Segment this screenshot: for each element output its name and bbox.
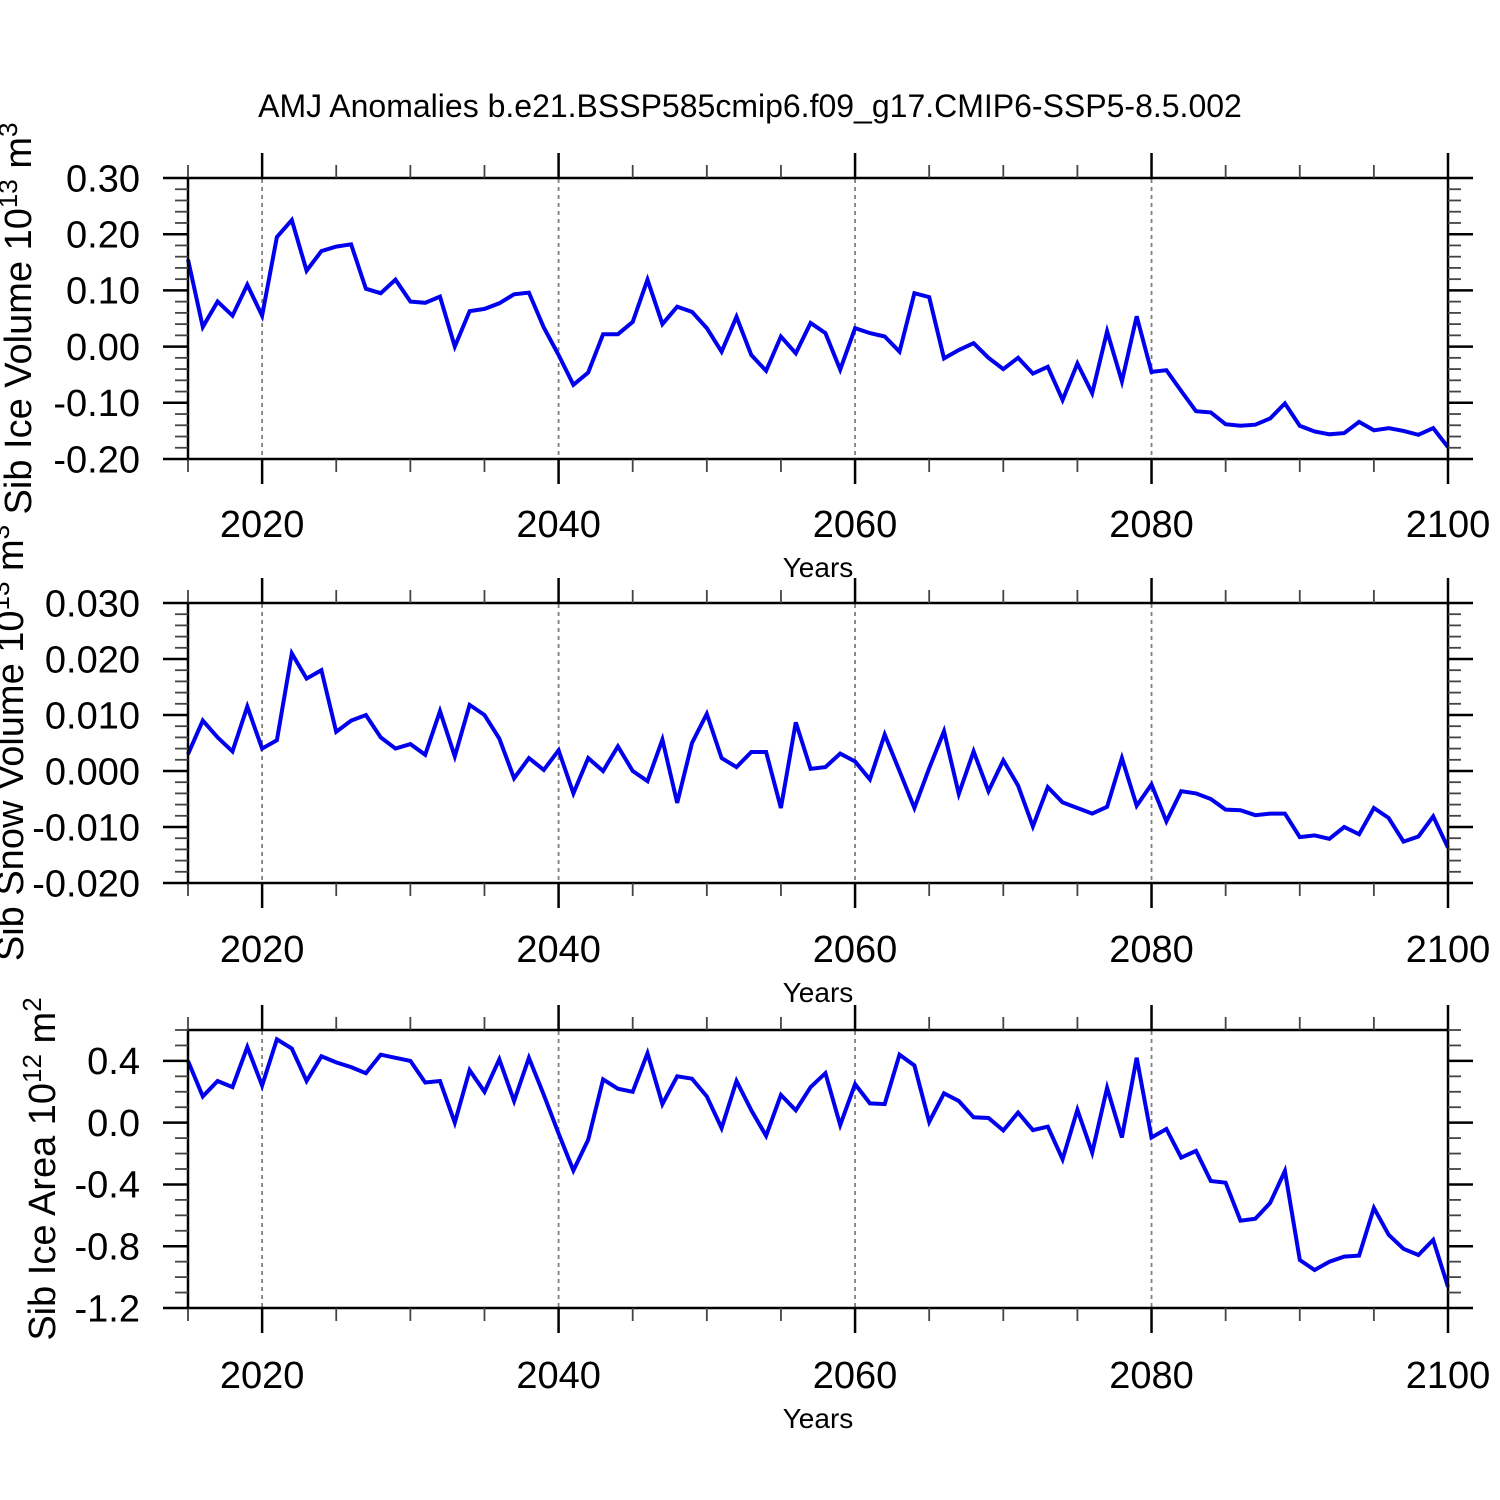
- sib-snow-volume-xtick-label: 2080: [1109, 929, 1194, 971]
- sib-ice-area-y-axis-ticks: [163, 1029, 1473, 1310]
- sib-ice-volume-frame: [186, 176, 1450, 461]
- sib-snow-volume-y-axis-ticks: [163, 601, 1473, 885]
- sib-ice-area-xtick-label: 2080: [1109, 1355, 1194, 1397]
- sib-ice-volume-xtick-label: 2060: [813, 504, 898, 546]
- sib-snow-volume-ytick-label: 0.000: [45, 751, 140, 793]
- sib-ice-area-xaxis-title: Years: [783, 1403, 854, 1434]
- sib-snow-volume-xtick-label: 2020: [220, 929, 305, 971]
- sib-ice-volume-ytick-label: 0.00: [66, 327, 140, 369]
- figure-title: AMJ Anomalies b.e21.BSSP585cmip6.f09_g17…: [258, 88, 1242, 124]
- sib-ice-volume-ytick-label: 0.10: [66, 271, 140, 313]
- sib-snow-volume-x-axis-ticks: [187, 578, 1450, 908]
- sib-ice-volume-ytick-label: -0.20: [53, 439, 140, 481]
- sib-ice-area-ytick-label: -0.4: [75, 1165, 140, 1207]
- sib-ice-volume-plot: 0.30 0.20 0.10 0.00 -0.10 -0.20 2020 2040 2060 20…: [0, 123, 1490, 583]
- sib-snow-volume-ytick-label: -0.010: [32, 807, 140, 849]
- sib-ice-volume-xtick-label: 2040: [516, 504, 601, 546]
- sib-ice-area-ytick-label: -0.8: [75, 1227, 140, 1269]
- sib-ice-area-line-series: [186, 1036, 1450, 1288]
- sib-ice-area-ytick-label: -1.2: [75, 1288, 140, 1330]
- sib-ice-volume-ytick-label: -0.10: [53, 383, 140, 425]
- sib-ice-volume-xaxis-title: Years: [783, 552, 854, 583]
- sib-ice-volume-xtick-label: 2020: [220, 504, 305, 546]
- sib-ice-area-ytick-label: 0.4: [87, 1041, 140, 1083]
- sib-snow-volume-ytick-label: 0.010: [45, 695, 140, 737]
- sib-ice-volume-ytick-label: 0.30: [66, 158, 140, 200]
- sib-snow-volume-yaxis-title: Sib Snow Volume 1013 m3: [0, 525, 32, 961]
- sib-ice-volume-yaxis-title: Sib Ice Volume 1013 m3: [0, 123, 40, 515]
- sib-snow-volume-line-series: [186, 647, 1450, 849]
- sib-ice-area-xtick-label: 2020: [220, 1355, 305, 1397]
- sib-ice-volume-xtick-label: 2080: [1109, 504, 1194, 546]
- sib-ice-area-yaxis-title: Sib Ice Area 1012 m2: [17, 997, 64, 1340]
- sib-snow-volume-xtick-label: 2100: [1406, 929, 1491, 971]
- sib-ice-area-xtick-label: 2100: [1406, 1355, 1491, 1397]
- sib-ice-volume-y-axis-ticks: [163, 176, 1473, 461]
- sib-snow-volume-ytick-label: 0.020: [45, 639, 140, 681]
- sib-snow-volume-ytick-label: -0.020: [32, 863, 140, 905]
- sib-ice-area-frame: [186, 1028, 1450, 1310]
- sib-ice-area-xtick-label: 2040: [516, 1355, 601, 1397]
- sib-ice-volume-xtick-label: 2100: [1406, 504, 1491, 546]
- sib-snow-volume-frame: [186, 601, 1450, 885]
- sib-ice-area-x-axis-ticks: [187, 1005, 1450, 1333]
- sib-ice-area-xtick-label: 2060: [813, 1355, 898, 1397]
- sib-snow-volume-ytick-label: 0.030: [45, 583, 140, 625]
- sib-snow-volume-xaxis-title: Years: [783, 977, 854, 1008]
- sib-ice-volume-line-series: [186, 216, 1450, 449]
- sib-snow-volume-xtick-label: 2060: [813, 929, 898, 971]
- sib-ice-volume-ytick-label: 0.20: [66, 215, 140, 257]
- sib-ice-volume-x-axis-ticks: [187, 153, 1450, 484]
- sib-snow-volume-xtick-label: 2040: [516, 929, 601, 971]
- sib-ice-area-ytick-label: 0.0: [87, 1103, 140, 1145]
- sib-snow-volume-plot: 0.030 0.020 0.010 0.000 -0.010 -0.020 2020 2040…: [0, 525, 1490, 1008]
- sib-ice-area-plot: 0.4 0.0 -0.4 -0.8 -1.2 2020 2040 2060 2080 2100 Ye…: [17, 997, 1490, 1434]
